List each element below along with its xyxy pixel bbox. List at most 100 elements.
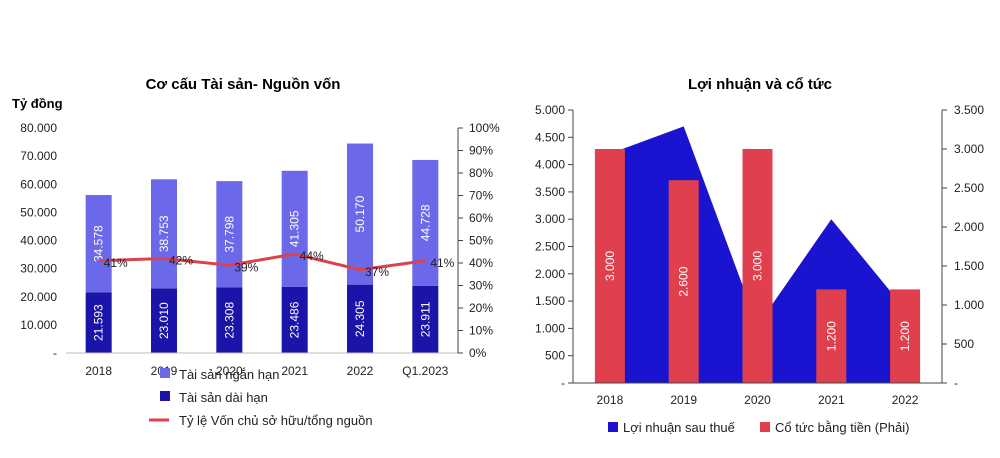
y2-tick-label: 2.000 [954, 220, 984, 234]
y2-tick-label: 2.500 [954, 181, 984, 195]
legend-swatch [608, 422, 618, 432]
y-tick-label: 60.000 [20, 177, 57, 191]
y2-tick-label: 1.500 [954, 259, 984, 273]
y2-tick-label: 30% [469, 279, 493, 293]
y2-tick-label: 500 [954, 337, 974, 351]
bar-dividend [890, 289, 921, 383]
y-tick-label: 1.500 [535, 294, 565, 308]
data-label-dividend: 1.200 [898, 321, 912, 351]
y-tick-label: 10.000 [20, 318, 57, 332]
legend-swatch [760, 422, 770, 432]
x-tick-label: 2022 [347, 364, 374, 378]
y-tick-label: 3.000 [535, 212, 565, 226]
y2-tick-label: 80% [469, 166, 493, 180]
x-tick-label: 2020 [744, 393, 771, 407]
bar-dividend [668, 180, 699, 383]
y-tick-label: 20.000 [20, 290, 57, 304]
y2-tick-label: - [954, 376, 958, 390]
y-tick-label: 500 [545, 349, 565, 363]
x-tick-label: 2022 [892, 393, 919, 407]
y2-tick-label: 1.000 [954, 298, 984, 312]
data-label-dividend: 3.000 [751, 251, 765, 281]
legend-swatch [160, 391, 170, 401]
legend-label: Tỷ lệ Vốn chủ sở hữu/tổng nguồn [179, 413, 373, 428]
bar-dividend [742, 149, 773, 383]
x-tick-label: Q1.2023 [402, 364, 448, 378]
x-tick-label: 2021 [281, 364, 308, 378]
data-label-ratio: 41% [430, 256, 454, 270]
data-label-dividend: 3.000 [603, 251, 617, 281]
y-tick-label: 1.000 [535, 321, 565, 335]
bar-short-term-assets [412, 159, 439, 286]
y2-tick-label: 40% [469, 256, 493, 270]
data-label-long-term: 23.911 [418, 301, 432, 337]
data-label-long-term: 23.486 [288, 301, 302, 338]
bar-short-term-assets [347, 143, 373, 285]
y2-tick-label: 60% [469, 211, 493, 225]
bar-long-term-assets [412, 285, 439, 353]
legend-label: Tài sản ngắn hạn [179, 367, 279, 382]
bar-short-term-assets [151, 179, 177, 289]
y2-tick-label: 3.500 [954, 103, 984, 117]
bar-long-term-assets [85, 292, 112, 353]
y-tick-label: - [53, 346, 57, 360]
y2-tick-label: 50% [469, 234, 493, 248]
x-tick-label: 2021 [818, 393, 845, 407]
data-label-long-term: 24.305 [353, 300, 367, 337]
y-tick-label: 30.000 [20, 262, 57, 276]
bar-long-term-assets [216, 287, 243, 353]
legend-label: Cổ tức bằng tiền (Phải) [775, 420, 909, 435]
legend-label: Lợi nhuận sau thuế [623, 420, 736, 435]
y-tick-label: 80.000 [20, 121, 57, 135]
asset-structure-chart: Cơ cấu Tài sản- Nguồn vốn Tỷ đồng - 10.00… [12, 76, 500, 428]
y-tick-label: 4.500 [535, 130, 565, 144]
y2-tick-label: 100% [469, 121, 500, 135]
equity-ratio-line [98, 252, 426, 272]
bar-long-term-assets [347, 284, 373, 353]
x-tick-label: 2019 [670, 393, 697, 407]
y-tick-label: 2.000 [535, 267, 565, 281]
data-label-ratio: 44% [300, 249, 324, 263]
y-tick-label: 70.000 [20, 149, 57, 163]
data-label-dividend: 1.200 [824, 321, 838, 351]
data-label-short-term: 44.728 [418, 204, 432, 241]
y2-tick-label: 70% [469, 189, 493, 203]
x-tick-label: 2020 [216, 364, 243, 378]
chart-title: Lợi nhuận và cổ tức [688, 76, 832, 93]
y-tick-label: 3.500 [535, 185, 565, 199]
bar-short-term-assets [85, 195, 112, 293]
data-label-long-term: 23.308 [222, 302, 236, 339]
data-label-short-term: 41.305 [288, 210, 302, 247]
bar-short-term-assets [216, 181, 243, 288]
y-tick-label: - [561, 376, 565, 390]
y-tick-label: 5.000 [535, 103, 565, 117]
y-tick-label: 40.000 [20, 234, 57, 248]
data-label-short-term: 50.170 [353, 195, 367, 232]
y2-tick-label: 90% [469, 144, 493, 158]
data-label-ratio: 37% [365, 265, 389, 279]
legend-swatch [160, 368, 170, 378]
y2-tick-label: 20% [469, 301, 493, 315]
data-label-long-term: 21.593 [92, 304, 106, 341]
bar-dividend [594, 149, 625, 383]
data-label-short-term: 34.578 [92, 225, 106, 262]
bar-long-term-assets [281, 286, 308, 353]
chart-title: Cơ cấu Tài sản- Nguồn vốn [146, 76, 341, 93]
data-label-short-term: 38.753 [157, 215, 171, 252]
x-tick-label: 2018 [85, 364, 112, 378]
y2-tick-label: 0% [469, 346, 487, 360]
y-tick-label: 4.000 [535, 158, 565, 172]
y2-tick-label: 10% [469, 324, 493, 338]
data-label-dividend: 2.600 [677, 266, 691, 296]
data-label-ratio: 39% [234, 260, 258, 274]
data-label-ratio: 42% [169, 254, 193, 268]
data-label-short-term: 37.798 [222, 216, 236, 253]
y-tick-label: 50.000 [20, 205, 57, 219]
x-tick-label: 2018 [597, 393, 624, 407]
unit-label: Tỷ đồng [12, 96, 63, 111]
bar-dividend [816, 289, 847, 383]
bar-long-term-assets [151, 288, 177, 353]
y-tick-label: 2.500 [535, 240, 565, 254]
legend-label: Tài sản dài hạn [179, 390, 268, 405]
